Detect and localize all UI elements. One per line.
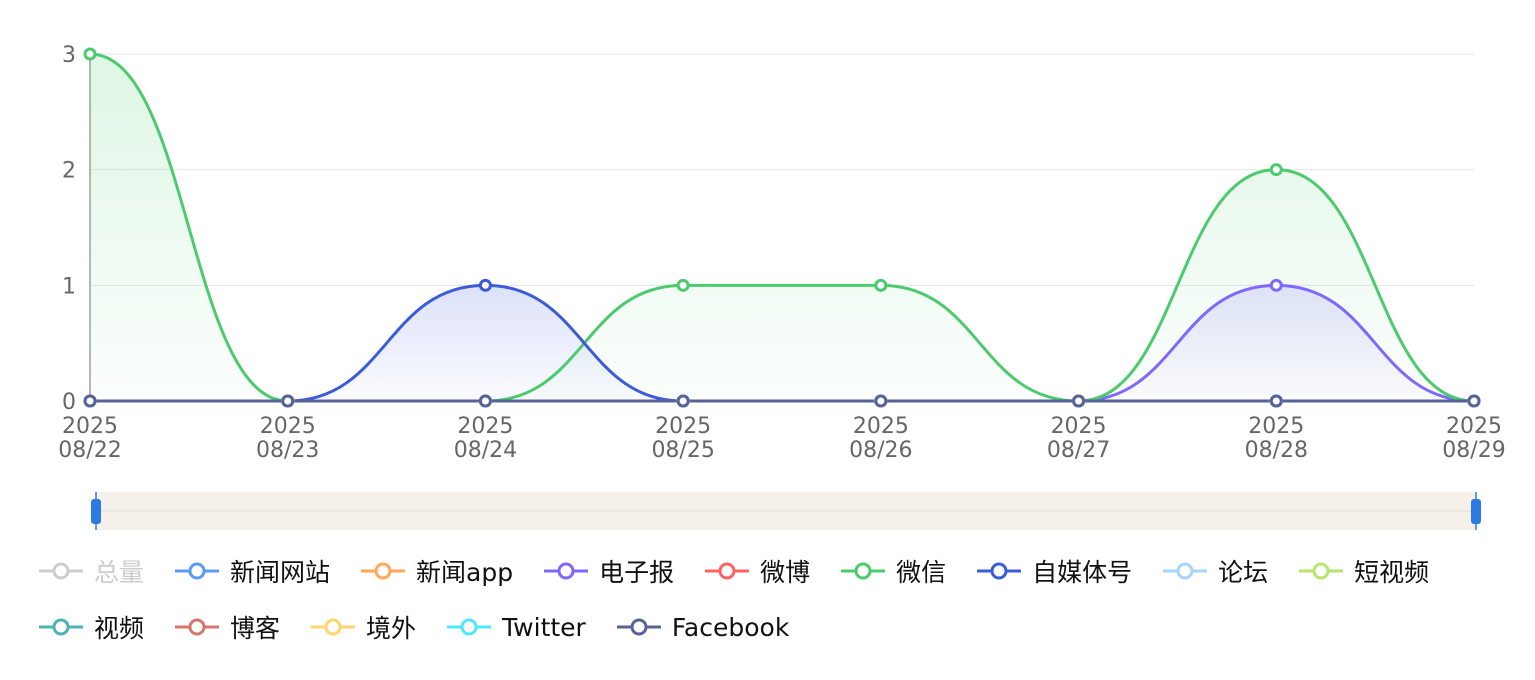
legend-label: 电子报 bbox=[599, 558, 675, 587]
legend-label: 总量 bbox=[94, 558, 145, 587]
legend-item[interactable]: 新闻网站 bbox=[174, 550, 330, 592]
y-tick-label: 0 bbox=[62, 390, 76, 415]
legend-item[interactable]: 电子报 bbox=[543, 550, 674, 592]
data-point-Facebook bbox=[1269, 394, 1283, 408]
data-point-Facebook bbox=[1072, 394, 1086, 408]
data-point-Facebook bbox=[676, 394, 690, 408]
legend-line-circle-icon bbox=[1299, 562, 1344, 580]
data-point-Facebook bbox=[874, 394, 888, 408]
legend-label: 境外 bbox=[366, 614, 417, 643]
legend-label: 新闻网站 bbox=[230, 558, 331, 587]
data-zoom-handle-left[interactable] bbox=[91, 492, 101, 530]
legend-line-circle-icon bbox=[39, 562, 83, 580]
legend-line-circle-icon bbox=[705, 562, 750, 580]
legend-label: 博客 bbox=[230, 614, 281, 643]
data-point-微信 bbox=[1269, 163, 1283, 177]
line-chart: 0 1 2 3 2025 08/22 2025 08/23 2025 08/24 2025 08/25… bbox=[58, 43, 1506, 530]
handle-grip bbox=[91, 499, 101, 524]
data-point-电子报 bbox=[1269, 278, 1283, 292]
x-tick-label: 2025 08/22 bbox=[58, 414, 121, 463]
x-tick-label: 2025 08/28 bbox=[1245, 414, 1308, 463]
legend-item[interactable]: Facebook bbox=[616, 606, 789, 648]
legend-item[interactable]: 论坛 bbox=[1162, 550, 1268, 592]
legend-line-circle-icon bbox=[447, 618, 492, 636]
legend-label: 新闻app bbox=[416, 558, 514, 587]
legend-item[interactable]: 视频 bbox=[38, 606, 144, 648]
legend-label: 论坛 bbox=[1218, 558, 1269, 587]
series-area-微信 bbox=[90, 54, 1474, 401]
legend-item[interactable]: 新闻app bbox=[360, 550, 513, 592]
data-zoom-handle-right[interactable] bbox=[1471, 492, 1481, 530]
x-tick-label: 2025 08/26 bbox=[849, 414, 912, 463]
legend-label: 自媒体号 bbox=[1032, 558, 1133, 587]
legend-item[interactable]: 境外 bbox=[310, 606, 416, 648]
legend-item[interactable]: 短视频 bbox=[1298, 550, 1429, 592]
data-point-微信 bbox=[874, 278, 888, 292]
handle-grip bbox=[1471, 499, 1481, 524]
data-point-自媒体号 bbox=[478, 278, 492, 292]
legend-label: Twitter bbox=[502, 612, 586, 642]
x-tick-label: 2025 08/23 bbox=[256, 414, 319, 463]
x-tick-label: 2025 08/29 bbox=[1442, 414, 1505, 463]
y-tick-label: 3 bbox=[62, 43, 76, 68]
y-tick-label: 1 bbox=[62, 274, 76, 299]
legend-line-circle-icon bbox=[175, 618, 220, 636]
legend-line-circle-icon bbox=[175, 562, 220, 580]
data-point-微信 bbox=[83, 47, 97, 61]
data-point-Facebook bbox=[83, 394, 97, 408]
legend: 总量 新闻网站 新闻app 电子报 微博 微信 自媒体号 论坛 短视频视频 博客 境外 Twitter… bbox=[38, 550, 1518, 648]
x-tick-label: 2025 08/25 bbox=[651, 414, 714, 463]
legend-item[interactable]: 自媒体号 bbox=[976, 550, 1132, 592]
legend-item[interactable]: 博客 bbox=[174, 606, 280, 648]
data-point-Facebook bbox=[478, 394, 492, 408]
legend-line-circle-icon bbox=[361, 562, 406, 580]
legend-item[interactable]: 微博 bbox=[704, 550, 810, 592]
legend-label: 微信 bbox=[896, 558, 947, 587]
legend-label: Facebook bbox=[671, 612, 790, 642]
legend-item[interactable]: 微信 bbox=[840, 550, 946, 592]
legend-line-circle-icon bbox=[39, 618, 83, 636]
legend-line-circle-icon bbox=[311, 618, 356, 636]
legend-line-circle-icon bbox=[977, 562, 1022, 580]
x-tick-label: 2025 08/24 bbox=[454, 414, 517, 463]
legend-line-circle-icon bbox=[544, 562, 589, 580]
data-point-Facebook bbox=[281, 394, 295, 408]
y-tick-label: 2 bbox=[62, 159, 76, 184]
legend-label: 视频 bbox=[94, 614, 145, 643]
legend-line-circle-icon bbox=[1163, 562, 1208, 580]
data-point-微信 bbox=[676, 278, 690, 292]
legend-line-circle-icon bbox=[616, 618, 661, 636]
legend-line-circle-icon bbox=[841, 562, 886, 580]
legend-item[interactable]: Twitter bbox=[446, 606, 586, 648]
legend-label: 短视频 bbox=[1354, 558, 1430, 587]
legend-item[interactable]: 总量 bbox=[38, 550, 144, 592]
x-tick-label: 2025 08/27 bbox=[1047, 414, 1110, 463]
data-point-Facebook bbox=[1467, 394, 1481, 408]
series-area-自媒体号 bbox=[90, 285, 1474, 401]
legend-label: 微博 bbox=[760, 558, 811, 587]
